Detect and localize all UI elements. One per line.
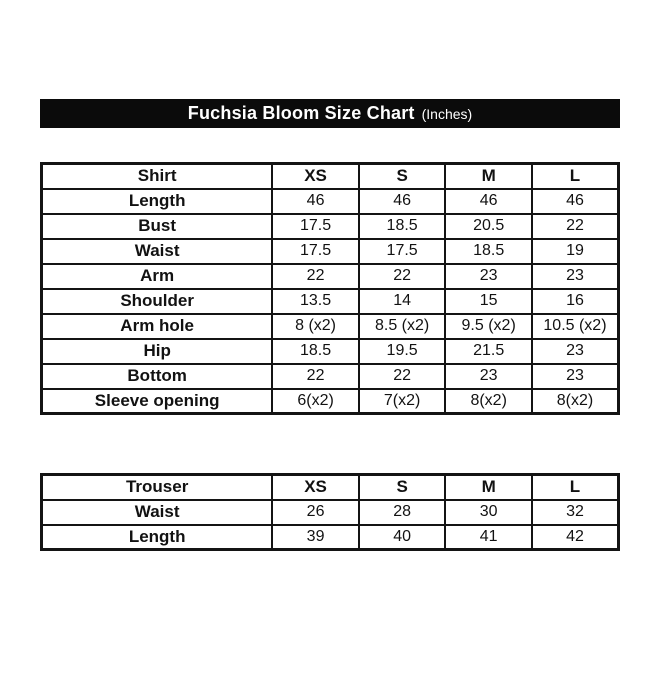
measurement-value: 22 xyxy=(357,362,447,390)
measurement-value: 22 xyxy=(530,212,620,240)
table-row: Arm 22 22 23 23 xyxy=(40,262,620,290)
header-row: Shirt XS S M L xyxy=(40,162,620,190)
table-row: Arm hole 8 (x2) 8.5 (x2) 9.5 (x2) 10.5 (x2) xyxy=(40,312,620,340)
measurement-value: 28 xyxy=(357,498,447,526)
measurement-value: 13.5 xyxy=(271,287,360,315)
measurement-value: 18.5 xyxy=(271,337,360,365)
measurement-value: 8(x2) xyxy=(444,387,533,415)
measurement-label: Arm hole xyxy=(40,312,274,340)
size-column-header: S xyxy=(357,162,447,190)
measurement-label: Length xyxy=(40,187,274,215)
measurement-value: 46 xyxy=(271,187,360,215)
measurement-value: 22 xyxy=(271,262,360,290)
measurement-label: Hip xyxy=(40,337,274,365)
trouser-size-table: Trouser XS S M L Waist 26 28 30 32 Length 39 40 41 42 xyxy=(40,473,620,551)
measurement-value: 40 xyxy=(357,523,447,551)
measurement-value: 8 (x2) xyxy=(271,312,360,340)
title-unit-label: (Inches) xyxy=(421,106,473,122)
measurement-value: 14 xyxy=(357,287,447,315)
measurement-value: 17.5 xyxy=(357,237,447,265)
table-row: Hip 18.5 19.5 21.5 23 xyxy=(40,337,620,365)
measurement-label: Shoulder xyxy=(40,287,274,315)
measurement-value: 22 xyxy=(357,262,447,290)
title-bar: Fuchsia Bloom Size Chart (Inches) xyxy=(40,99,620,128)
measurement-value: 10.5 (x2) xyxy=(530,312,620,340)
table-row: Waist 26 28 30 32 xyxy=(40,498,620,526)
size-column-header: XS xyxy=(271,473,360,501)
measurement-value: 18.5 xyxy=(357,212,447,240)
measurement-value: 23 xyxy=(530,262,620,290)
measurement-value: 39 xyxy=(271,523,360,551)
measurement-value: 7(x2) xyxy=(357,387,447,415)
measurement-value: 6(x2) xyxy=(271,387,360,415)
measurement-value: 15 xyxy=(444,287,533,315)
size-column-header: M xyxy=(444,162,533,190)
table-row: Bottom 22 22 23 23 xyxy=(40,362,620,390)
size-column-header: L xyxy=(530,162,620,190)
garment-name-header: Shirt xyxy=(40,162,274,190)
measurement-value: 46 xyxy=(530,187,620,215)
page-title: Fuchsia Bloom Size Chart xyxy=(187,103,415,123)
table-row: Shoulder 13.5 14 15 16 xyxy=(40,287,620,315)
measurement-value: 8.5 (x2) xyxy=(357,312,447,340)
measurement-value: 19 xyxy=(530,237,620,265)
measurement-label: Length xyxy=(40,523,274,551)
measurement-label: Waist xyxy=(40,237,274,265)
measurement-value: 16 xyxy=(530,287,620,315)
measurement-value: 23 xyxy=(444,362,533,390)
measurement-label: Sleeve opening xyxy=(40,387,274,415)
measurement-label: Bust xyxy=(40,212,274,240)
measurement-value: 18.5 xyxy=(444,237,533,265)
measurement-value: 46 xyxy=(357,187,447,215)
table-row: Length 46 46 46 46 xyxy=(40,187,620,215)
measurement-value: 21.5 xyxy=(444,337,533,365)
table-row: Waist 17.5 17.5 18.5 19 xyxy=(40,237,620,265)
table-row: Bust 17.5 18.5 20.5 22 xyxy=(40,212,620,240)
measurement-value: 42 xyxy=(530,523,620,551)
measurement-value: 26 xyxy=(271,498,360,526)
size-column-header: S xyxy=(357,473,447,501)
measurement-label: Bottom xyxy=(40,362,274,390)
measurement-value: 9.5 (x2) xyxy=(444,312,533,340)
measurement-value: 20.5 xyxy=(444,212,533,240)
measurement-value: 19.5 xyxy=(357,337,447,365)
size-column-header: XS xyxy=(271,162,360,190)
measurement-value: 22 xyxy=(271,362,360,390)
measurement-value: 41 xyxy=(444,523,533,551)
measurement-value: 30 xyxy=(444,498,533,526)
size-column-header: L xyxy=(530,473,620,501)
measurement-value: 8(x2) xyxy=(530,387,620,415)
measurement-value: 17.5 xyxy=(271,237,360,265)
shirt-size-table: Shirt XS S M L Length 46 46 46 46 Bust 17.5 18.5 20.5… xyxy=(40,162,620,415)
measurement-value: 23 xyxy=(530,362,620,390)
garment-name-header: Trouser xyxy=(40,473,274,501)
measurement-label: Waist xyxy=(40,498,274,526)
header-row: Trouser XS S M L xyxy=(40,473,620,501)
measurement-value: 32 xyxy=(530,498,620,526)
measurement-value: 17.5 xyxy=(271,212,360,240)
measurement-value: 23 xyxy=(530,337,620,365)
size-column-header: M xyxy=(444,473,533,501)
measurement-value: 23 xyxy=(444,262,533,290)
table-row: Sleeve opening 6(x2) 7(x2) 8(x2) 8(x2) xyxy=(40,387,620,415)
measurement-label: Arm xyxy=(40,262,274,290)
measurement-value: 46 xyxy=(444,187,533,215)
table-row: Length 39 40 41 42 xyxy=(40,523,620,551)
